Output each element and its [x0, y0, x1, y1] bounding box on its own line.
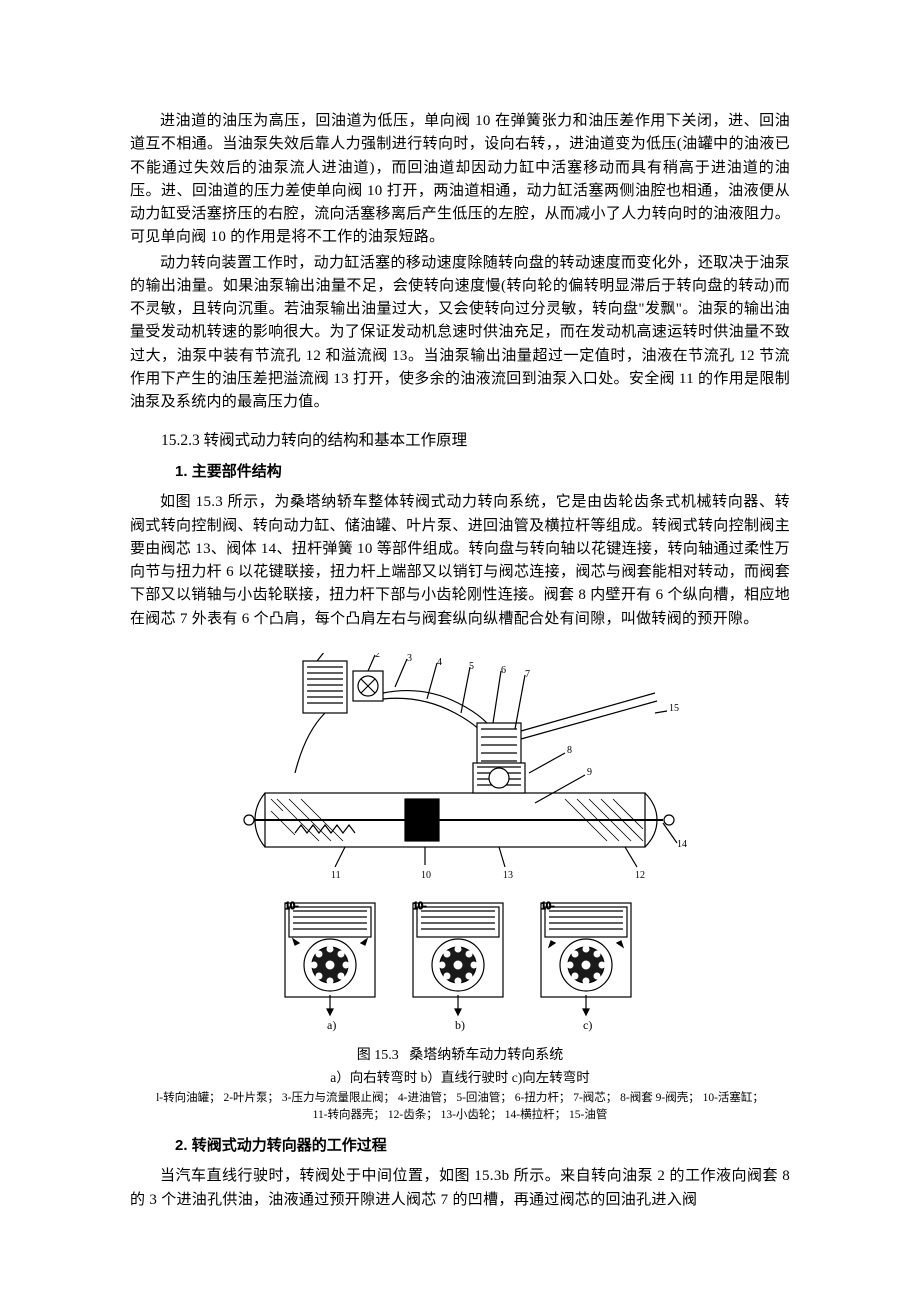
- paragraph-1: 进油道的油压为高压，回油道为低压，单向阀 10 在弹簧张力和油压差作用下关闭，进…: [130, 110, 790, 250]
- subsection-1-title: 主要部件结构: [192, 463, 282, 480]
- subsection-1-heading: 1. 主要部件结构: [175, 460, 790, 481]
- subsection-2-number: 2.: [175, 1137, 188, 1154]
- svg-text:7: 7: [525, 669, 530, 680]
- figure-subcaptions: a）向右转弯时 b）直线行驶时 c)向左转弯时: [130, 1066, 790, 1086]
- paragraph-4: 当汽车直线行驶时，转阀处于中间位置，如图 15.3b 所示。来自转向油泵 2 的…: [130, 1165, 790, 1212]
- svg-text:12: 12: [635, 870, 645, 881]
- figure-legend: l-转向油罐； 2-叶片泵； 3-压力与流量限止阀； 4-进油管； 5-回油管；…: [150, 1090, 770, 1125]
- label-10-a: 10-: [285, 901, 298, 912]
- paragraph-3: 如图 15.3 所示，为桑塔纳轿车整体转阀式动力转向系统，它是由齿轮齿条式机械转…: [130, 491, 790, 631]
- svg-text:6: 6: [501, 665, 506, 676]
- svg-text:4: 4: [437, 657, 442, 668]
- fig-sub-b: b): [455, 1018, 465, 1032]
- document-page: 进油道的油压为高压，回油道为低压，单向阀 10 在弹簧张力和油压差作用下关闭，进…: [0, 0, 920, 1274]
- figure-caption: 图 15.3 桑塔纳轿车动力转向系统: [130, 1044, 790, 1064]
- figure-number: 图 15.3: [357, 1048, 399, 1063]
- svg-text:15: 15: [669, 703, 679, 714]
- svg-text:13: 13: [503, 870, 513, 881]
- svg-text:14: 14: [677, 839, 687, 850]
- subsection-2-heading: 2. 转阀式动力转向器的工作过程: [175, 1134, 790, 1155]
- figure-15-3: 10-: [130, 653, 790, 1125]
- svg-text:10: 10: [421, 870, 431, 881]
- label-10-c: 10-: [541, 901, 554, 912]
- figure-svg: 10-: [225, 653, 695, 1033]
- section-number: 15.2.3: [161, 432, 200, 449]
- svg-text:9: 9: [587, 767, 592, 778]
- svg-text:1: 1: [323, 653, 328, 656]
- svg-text:8: 8: [567, 745, 572, 756]
- paragraph-2: 动力转向装置工作时，动力缸活塞的移动速度除随转向盘的转动速度而变化外，还取决于油…: [130, 252, 790, 415]
- section-title-text: 转阀式动力转向的结构和基本工作原理: [204, 432, 468, 449]
- section-heading: 15.2.3 转阀式动力转向的结构和基本工作原理: [161, 428, 790, 450]
- fig-sub-c: c): [583, 1018, 592, 1032]
- svg-text:3: 3: [407, 653, 412, 664]
- svg-text:11: 11: [331, 870, 341, 881]
- svg-text:2: 2: [375, 653, 380, 660]
- label-10-b: 10-: [413, 901, 426, 912]
- svg-text:5: 5: [469, 661, 474, 672]
- subsection-2-title: 转阀式动力转向器的工作过程: [192, 1137, 387, 1154]
- figure-title: 桑塔纳轿车动力转向系统: [409, 1048, 563, 1063]
- subsection-1-number: 1.: [175, 463, 188, 480]
- fig-sub-a: a): [327, 1018, 336, 1032]
